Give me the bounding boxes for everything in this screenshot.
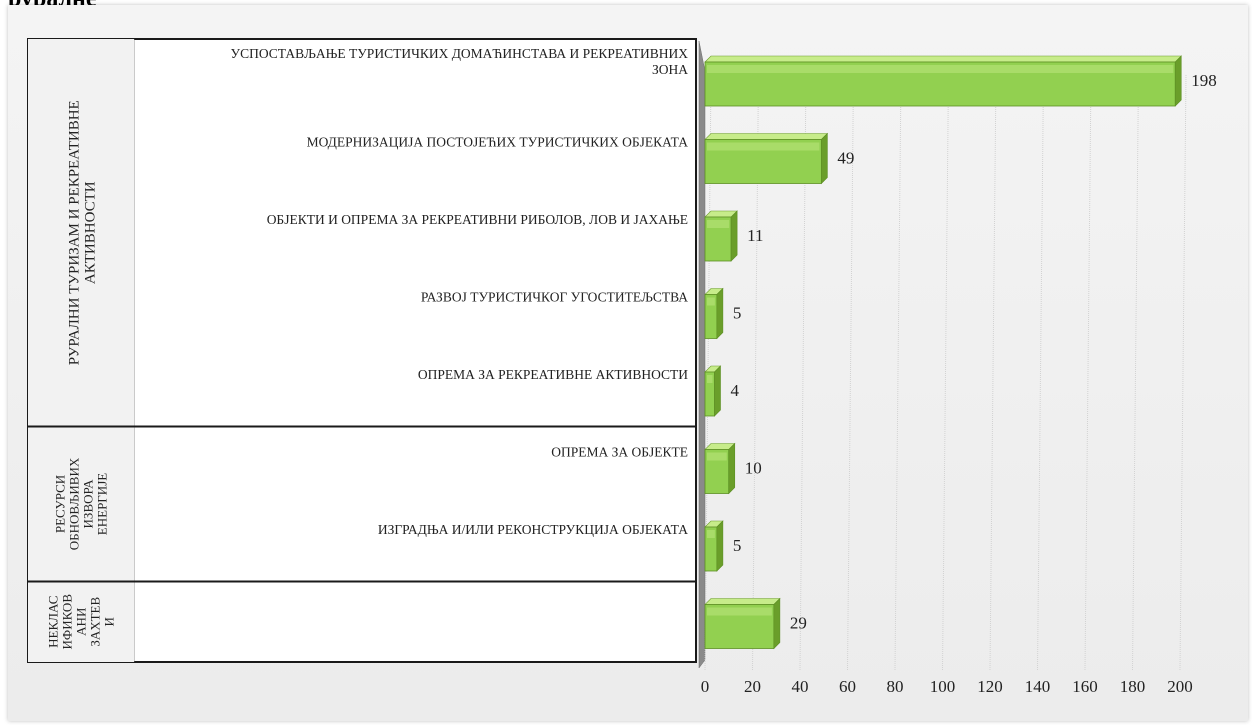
group-label: НЕКЛАСИФИКОВАНИЗАХТЕВИ [46, 594, 117, 650]
bar-side-face [1174, 55, 1182, 107]
bar-side-face [730, 210, 738, 262]
category-label: ИЗГРАДЊА И/ИЛИ РЕКОНСТРУКЦИЈА ОБЈЕКАТА [378, 522, 688, 537]
x-tick-label: 20 [744, 677, 761, 696]
bar-side-face [716, 287, 724, 340]
bar-value-label: 4 [731, 381, 740, 400]
bar-value-label: 5 [733, 304, 742, 323]
bar-highlight [707, 65, 1174, 73]
category-table [27, 38, 697, 663]
x-tick-label: 80 [887, 677, 904, 696]
gridline [1037, 74, 1044, 671]
x-tick-label: 200 [1167, 677, 1193, 696]
bar-highlight [707, 220, 730, 228]
plot-side-wall [698, 40, 706, 669]
category-label: ОПРЕМА ЗА РЕКРЕАТИВНЕ АКТИВНОСТИ [418, 367, 688, 382]
x-tick-label: 180 [1120, 677, 1146, 696]
category-label: ОПРЕМА ЗА ОБЈЕКТЕ [551, 445, 688, 460]
bar-side-face [821, 132, 828, 185]
category-label: РАЗВОЈ ТУРИСТИЧКОГ УГОСТИТЕЉСТВА [421, 290, 688, 305]
gridline [942, 74, 949, 671]
category-label: ОБЈЕКТИ И ОПРЕМА ЗА РЕКРЕАТИВНИ РИБОЛОВ,… [267, 212, 688, 227]
gridline [989, 74, 997, 671]
gridline [1132, 74, 1139, 671]
bar-value-label: 49 [837, 149, 854, 168]
group-label-column [28, 39, 134, 662]
bar-top-face [704, 133, 829, 140]
bar-highlight [707, 142, 820, 151]
group-label: РЕСУРСИОБНОВЉИВИХИЗВОРАЕНЕРГИЈЕ [53, 457, 110, 550]
bar-side-face [773, 597, 781, 650]
bar-chart: РУРАЛНИ ТУРИЗАМ И РЕКРЕАТИВНЕАКТИВНОСТИ Р… [27, 38, 1217, 696]
bar-value-label: 10 [745, 459, 762, 478]
bar-highlight [707, 530, 715, 538]
bar-highlight [707, 297, 715, 306]
x-tick-label: 0 [701, 677, 710, 696]
gridline [1084, 74, 1092, 671]
bar-highlight [707, 607, 772, 616]
bar-highlight [707, 452, 727, 461]
x-tick-label: 140 [1025, 677, 1051, 696]
bar-highlight [707, 375, 713, 383]
category-label: МОДЕРНИЗАЦИЈА ПОСТОЈЕЋИХ ТУРИСТИЧКИХ ОБЈ… [307, 135, 689, 150]
bar-side-face [714, 365, 721, 417]
bar-top-face [704, 55, 1182, 63]
bar-value-label: 198 [1191, 71, 1217, 90]
bar-value-label: 5 [733, 536, 742, 555]
chart-frame: РУРАЛНИ ТУРИЗАМ И РЕКРЕАТИВНЕАКТИВНОСТИ Р… [8, 5, 1248, 721]
x-tick-label: 100 [930, 677, 956, 696]
x-tick-label: 160 [1072, 677, 1098, 696]
gridline [1179, 74, 1187, 671]
bar-value-label: 11 [747, 226, 763, 245]
category-label: УСПОСТАВЉАЊЕ ТУРИСТИЧКИХ ДОМАЋИНСТАВА И … [231, 46, 689, 77]
gridline [894, 74, 902, 671]
x-tick-label: 60 [839, 677, 856, 696]
group-label: РУРАЛНИ ТУРИЗАМ И РЕКРЕАТИВНЕАКТИВНОСТИ [66, 100, 98, 365]
x-tick-label: 120 [977, 677, 1003, 696]
bar-side-face [716, 520, 724, 572]
x-tick-label: 40 [792, 677, 809, 696]
bar-value-label: 29 [790, 614, 807, 633]
bar-side-face [728, 442, 736, 495]
bar-top-face [704, 598, 781, 605]
